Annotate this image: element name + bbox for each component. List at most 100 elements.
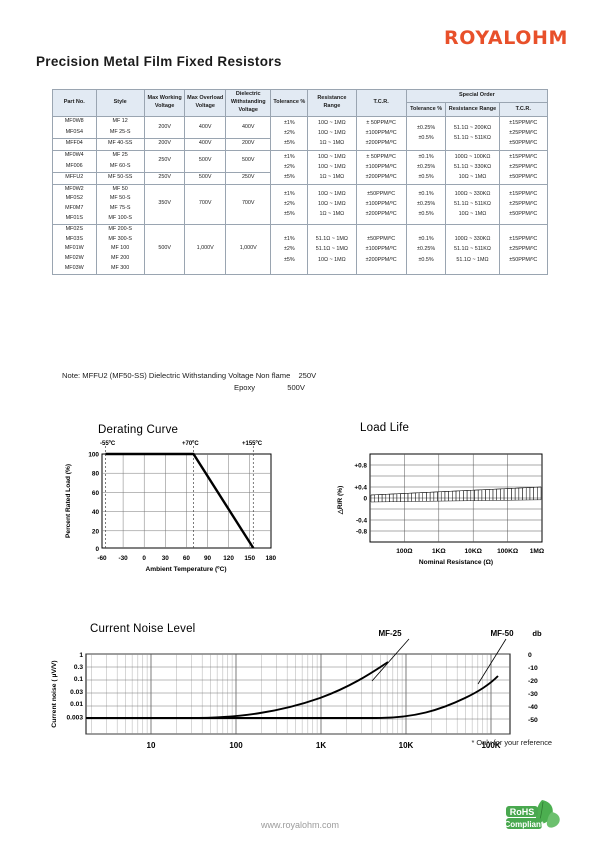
- cell-dielectric-voltage: 200V: [225, 138, 272, 151]
- th-so-tcr: T.C.R.: [498, 102, 549, 117]
- svg-text:0: 0: [95, 546, 99, 553]
- cell-dielectric-voltage: 500V: [225, 149, 272, 173]
- svg-text:0: 0: [142, 555, 146, 562]
- cell-tcr: ±50PPM/ºC ±100PPM/ºC ±200PPM/ºC: [355, 183, 407, 225]
- cell-working-voltage: 500V: [143, 223, 186, 275]
- svg-text:10: 10: [147, 741, 156, 750]
- table-row: MF02W MF 200: [52, 254, 548, 265]
- svg-text:150: 150: [244, 555, 255, 562]
- cell-so-tolerance: ±0.1% ±0.25% ±0.5%: [405, 223, 447, 275]
- footnote-text-1: Note: MFFU2 (MF50-SS) Dielectric Withsta…: [62, 371, 291, 380]
- spec-table: Part No. Style Max Working Voltage Max O…: [52, 88, 549, 275]
- svg-text:-10: -10: [528, 665, 538, 672]
- cell-style: MF 50-SS: [95, 171, 145, 185]
- th-tcr: T.C.R.: [355, 89, 407, 117]
- cell-so-tolerance: ±0.25% ±0.5%: [405, 115, 447, 151]
- svg-text:-20: -20: [528, 678, 538, 685]
- svg-text:10K: 10K: [399, 741, 414, 750]
- svg-text:0.3: 0.3: [74, 664, 83, 671]
- svg-text:-50: -50: [528, 717, 538, 724]
- cell-style: MF 75-S: [95, 204, 145, 214]
- svg-text:0.1: 0.1: [74, 676, 83, 683]
- table-row: MF0S2 MF 50-S: [52, 194, 548, 205]
- svg-text:10KΩ: 10KΩ: [465, 548, 483, 555]
- footnote-block: Note: MFFU2 (MF50-SS) Dielectric Withsta…: [62, 370, 344, 394]
- th-max-overload-voltage: Max Overload Voltage: [184, 89, 227, 117]
- cell-working-voltage: 200V: [143, 115, 186, 140]
- loadlife-chart-title: Load Life: [360, 422, 409, 434]
- svg-text:-60: -60: [97, 555, 107, 562]
- cell-style: MF 100: [95, 244, 145, 255]
- cell-part-no: MF006: [52, 161, 97, 173]
- cell-so-resistance-range: 100Ω ~ 330KΩ 51.1Ω ~ 511KΩ 51.1Ω ~ 1MΩ: [445, 223, 500, 275]
- svg-text:-40: -40: [528, 704, 538, 711]
- table-row: MF0W2 MF 50 350V 700V 700V ±1% ±2% ±5% 10Ω ~ 1MΩ…: [52, 183, 549, 225]
- cell-resistance-range: 10Ω ~ 1MΩ 10Ω ~ 1MΩ 1Ω ~ 1MΩ: [307, 115, 357, 151]
- svg-text:1MΩ: 1MΩ: [530, 548, 545, 555]
- cell-part-no: MF03W: [52, 264, 97, 275]
- table-row: MF03W MF 300: [52, 264, 548, 275]
- th-style: Style: [95, 89, 145, 117]
- svg-text:100: 100: [229, 741, 243, 750]
- noise-ylabel: Current noise ( µV/V): [51, 660, 58, 727]
- svg-text:+0.8: +0.8: [354, 463, 367, 470]
- th-dielectric-withstanding-voltage: Dielectric Withstanding Voltage: [225, 89, 272, 117]
- cell-part-no: MF0S2: [52, 194, 97, 205]
- cell-tolerance: ±1% ±2% ±5%: [270, 115, 309, 151]
- table-row: MF01W MF 100: [52, 244, 548, 255]
- derating-ylabel: Percent Rated Load (%): [65, 464, 72, 538]
- cell-tolerance: ±1% ±2% ±5%: [270, 149, 309, 185]
- noise-chart-title: Current Noise Level: [90, 623, 195, 635]
- cell-style: MF 25: [95, 149, 145, 162]
- cell-dielectric-voltage: 400V: [225, 115, 272, 140]
- cell-so-tcr: ±15PPM/ºC ±25PPM/ºC ±50PPM/ºC: [498, 149, 549, 185]
- table-row: MF02S MF 200-S 500V 1,000V 1,000V ±1% ±2% ±5% 51…: [52, 223, 549, 275]
- svg-text:180: 180: [265, 555, 276, 562]
- rohs-label-2: Compliant: [504, 820, 543, 829]
- royalohm-logo: ROYALOHM: [444, 27, 568, 49]
- th-so-resistance-range: Resistance Range: [445, 102, 500, 117]
- footer-url[interactable]: www.royalohm.com: [260, 820, 340, 830]
- cell-part-no: MF02W: [52, 254, 97, 265]
- cell-overload-voltage: 500V: [184, 149, 227, 173]
- svg-text:100: 100: [88, 452, 99, 459]
- svg-text:100Ω: 100Ω: [396, 548, 413, 555]
- cell-so-tolerance: ±0.1% ±0.25% ±0.5%: [405, 183, 447, 225]
- noise-legend-mf25: MF-25: [378, 629, 402, 638]
- cell-resistance-range: 51.1Ω ~ 1MΩ 51.1Ω ~ 1MΩ 10Ω ~ 1MΩ: [307, 223, 357, 275]
- svg-text:0: 0: [528, 652, 532, 659]
- derating-annotation-high: +155ºC: [242, 441, 263, 447]
- svg-text:1KΩ: 1KΩ: [432, 548, 446, 555]
- svg-text:0: 0: [363, 496, 367, 503]
- svg-text:0.003: 0.003: [66, 715, 83, 722]
- svg-text:0.01: 0.01: [70, 701, 83, 708]
- th-part-no: Part No.: [52, 89, 97, 117]
- cell-part-no: MF0M7: [52, 204, 97, 214]
- footnote-line-1: Note: MFFU2 (MF50-SS) Dielectric Withsta…: [62, 370, 344, 382]
- derating-xlabel: Ambient Temperature (ºC): [145, 566, 226, 573]
- svg-text:20: 20: [92, 528, 100, 535]
- svg-text:-30: -30: [118, 555, 128, 562]
- cell-tcr: ±50PPM/ºC ±100PPM/ºC ±200PPM/ºC: [355, 223, 407, 275]
- rohs-compliant-logo: RoHS Compliant: [502, 796, 564, 836]
- cell-dielectric-voltage: 1,000V: [225, 223, 272, 275]
- cell-working-voltage: 200V: [143, 138, 186, 151]
- svg-text:40: 40: [92, 509, 100, 516]
- cell-style: MF 200: [95, 254, 145, 265]
- cell-tolerance: ±1% ±2% ±5%: [270, 183, 309, 225]
- cell-style: MF 50: [95, 183, 145, 195]
- cell-style: MF 12: [95, 115, 145, 128]
- th-tolerance: Tolerance %: [270, 89, 309, 117]
- cell-tcr: ± 50PPM/ºC ±100PPM/ºC ±200PPM/ºC: [355, 149, 407, 185]
- table-row: MF0M7 MF 75-S: [52, 204, 548, 214]
- rohs-label-1: RoHS: [510, 807, 535, 817]
- derating-annotation-mid: +70ºC: [182, 441, 199, 447]
- reference-note: * Only for your reference: [471, 738, 552, 747]
- table-row: MF0W4 MF 25 250V 500V 500V ±1% ±2% ±5% 10Ω ~ 1MΩ…: [52, 149, 549, 185]
- svg-text:90: 90: [204, 555, 212, 562]
- th-resistance-range: Resistance Range: [307, 89, 357, 117]
- cell-working-voltage: 250V: [143, 149, 186, 173]
- table-row: MF0W8 MF 12 200V 400V 400V ±1% ±2% ±5% 10Ω ~ 1MΩ…: [52, 115, 549, 151]
- cell-overload-voltage: 700V: [184, 183, 227, 225]
- svg-text:-0.8: -0.8: [356, 529, 367, 536]
